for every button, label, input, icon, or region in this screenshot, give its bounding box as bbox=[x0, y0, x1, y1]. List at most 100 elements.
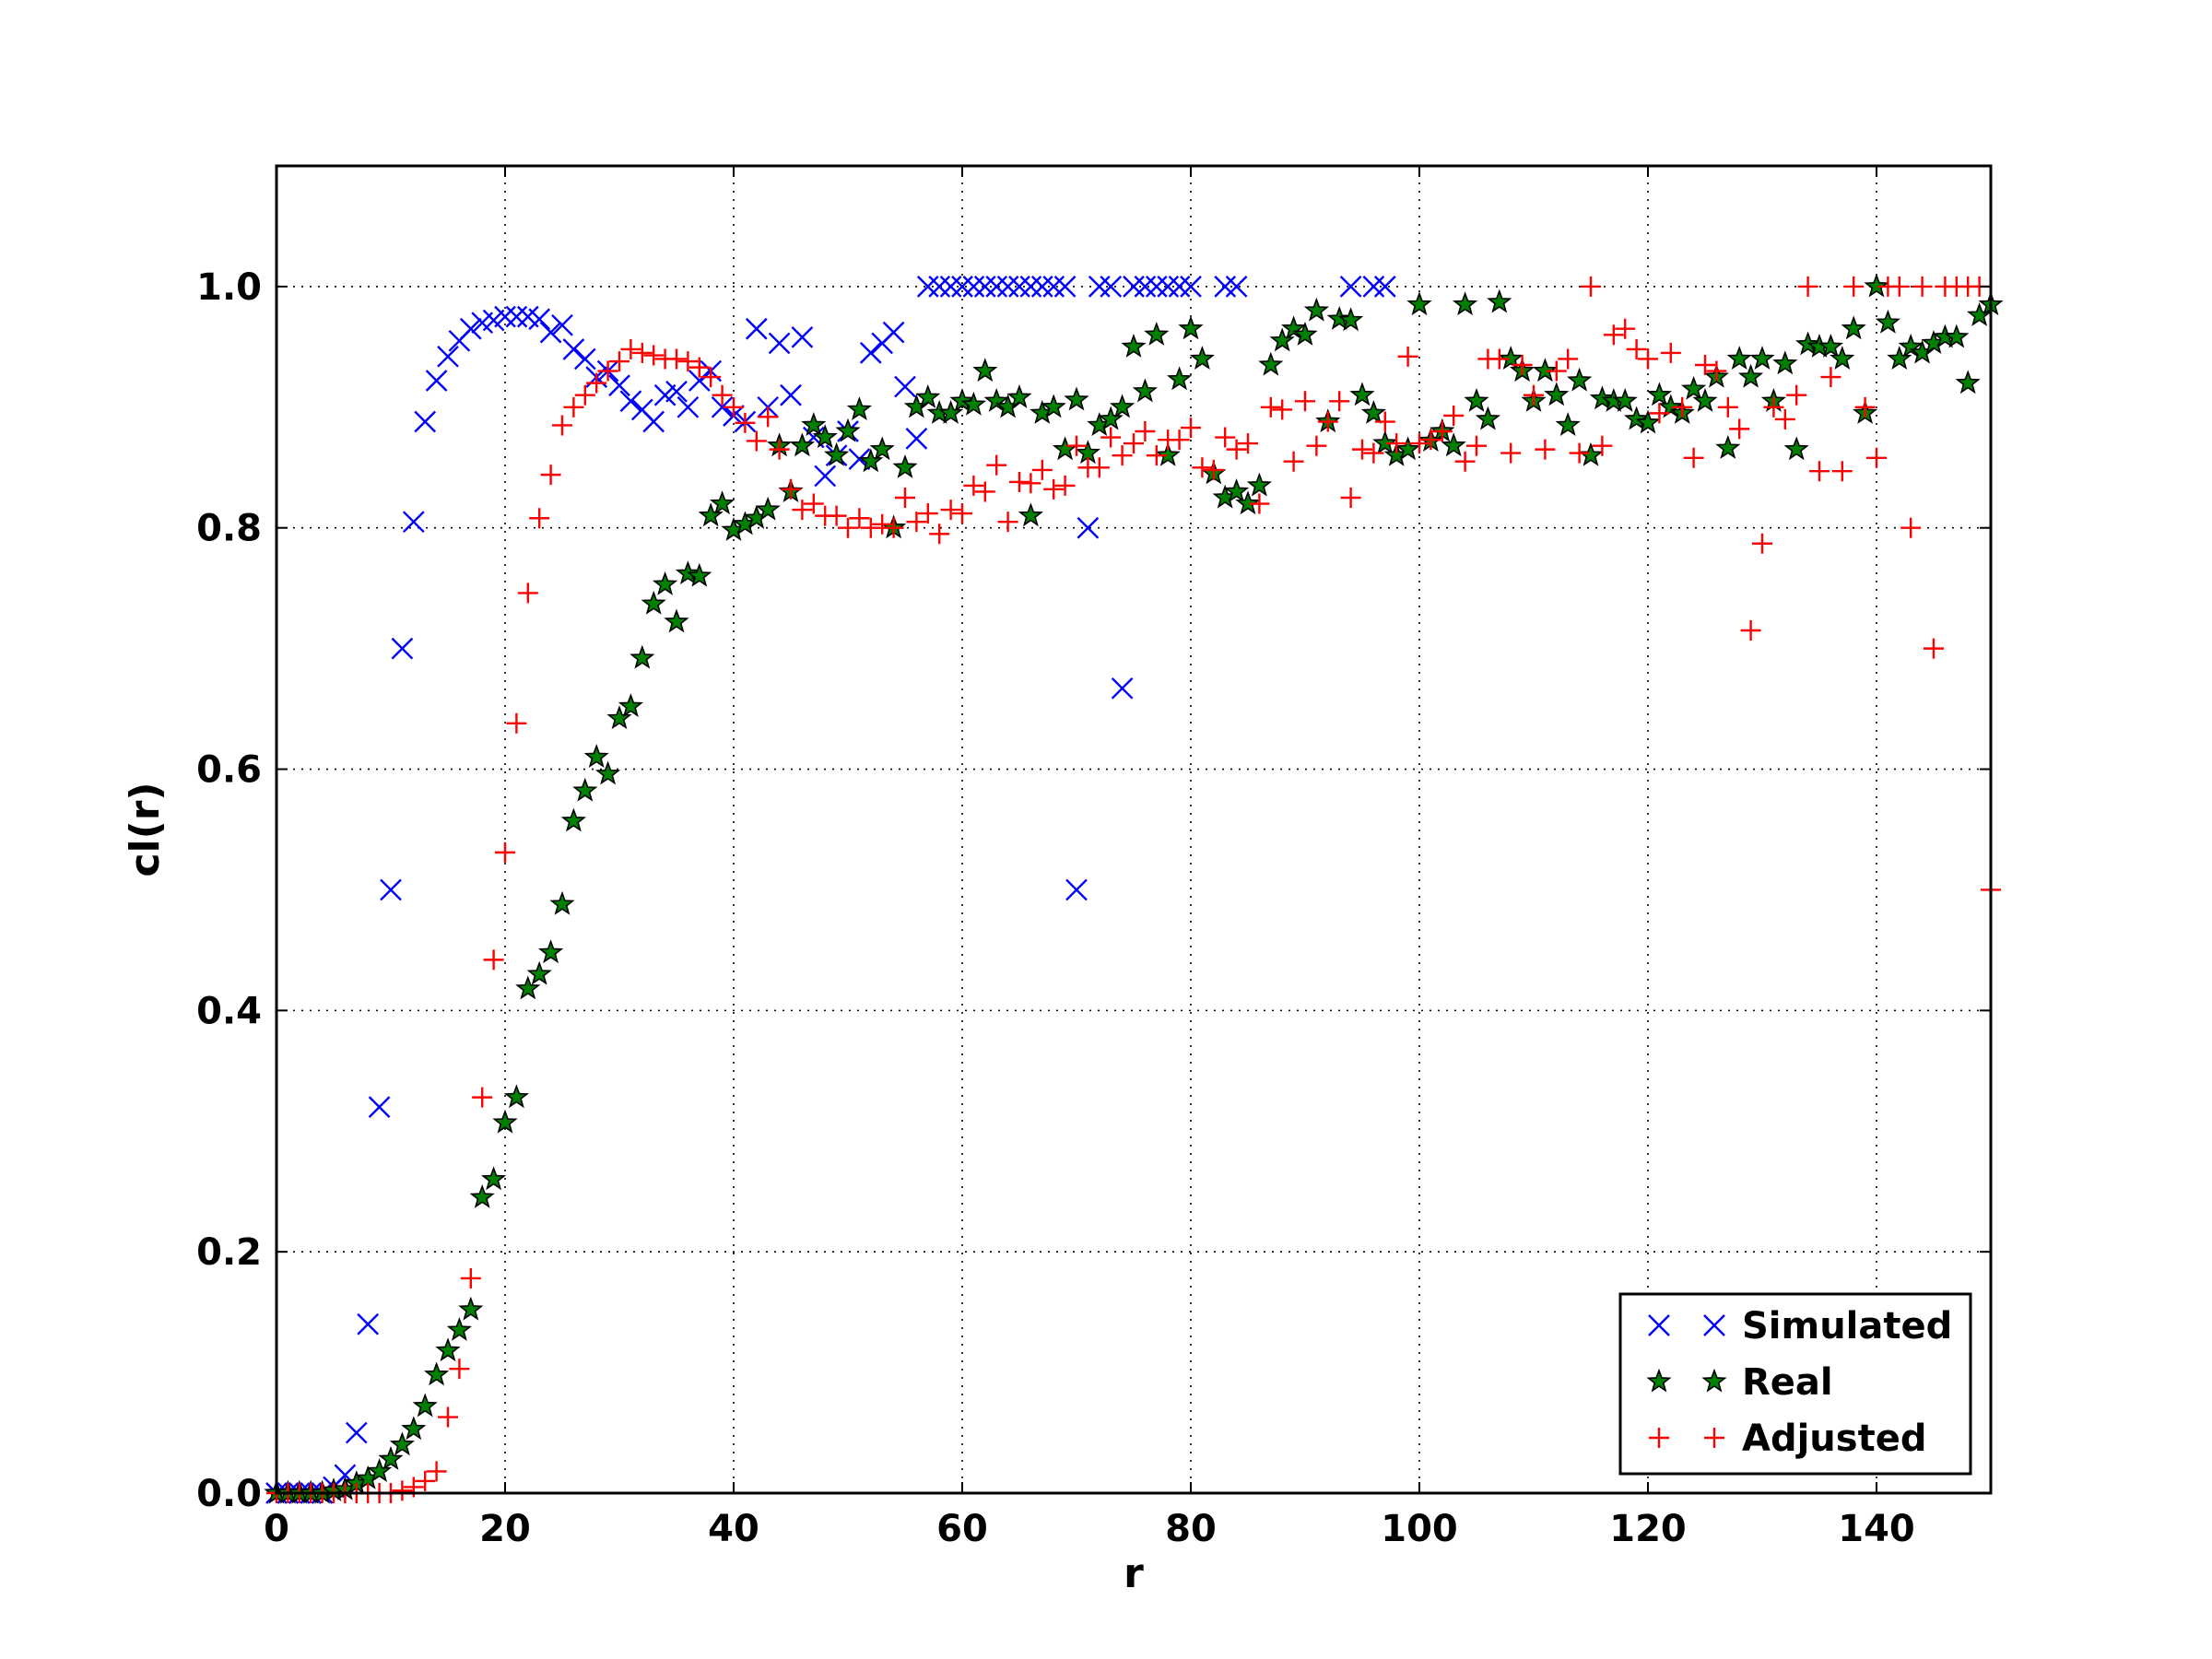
adjusted-point bbox=[1238, 433, 1258, 454]
adjusted-point bbox=[963, 475, 984, 496]
adjusted-point bbox=[940, 500, 961, 521]
adjusted-point bbox=[1352, 439, 1372, 460]
adjusted-point bbox=[563, 396, 584, 418]
real-point bbox=[1098, 406, 1124, 430]
adjusted-point bbox=[997, 512, 1018, 533]
real-point bbox=[835, 418, 861, 442]
adjusted-point bbox=[1443, 405, 1465, 426]
real-point bbox=[1898, 334, 1924, 358]
simulated-point bbox=[1157, 276, 1180, 298]
simulated-point bbox=[459, 317, 482, 340]
y-tick-label: 0.4 bbox=[196, 990, 262, 1032]
real-point bbox=[1532, 358, 1559, 382]
real-point bbox=[401, 1416, 427, 1441]
adjusted-point bbox=[1409, 433, 1430, 454]
simulated-point bbox=[380, 878, 402, 901]
adjusted-point bbox=[1809, 461, 1830, 482]
real-point bbox=[1875, 309, 1901, 334]
adjusted-point bbox=[1283, 451, 1304, 472]
real-point bbox=[892, 453, 918, 478]
real-point bbox=[846, 396, 873, 421]
adjusted-point bbox=[1638, 348, 1658, 370]
real-point bbox=[1269, 327, 1295, 352]
adjusted-point bbox=[1488, 348, 1510, 370]
adjusted-point bbox=[597, 360, 618, 382]
adjusted-point bbox=[724, 396, 744, 418]
x-tick-label: 80 bbox=[1165, 1508, 1217, 1550]
adjusted-point bbox=[826, 505, 847, 526]
real-point bbox=[709, 490, 735, 515]
y-axis-label: cl(r) bbox=[122, 782, 169, 877]
adjusted-point bbox=[666, 348, 687, 370]
real-point bbox=[1144, 321, 1170, 346]
real-point bbox=[1658, 394, 1684, 418]
adjusted-point bbox=[1112, 445, 1133, 466]
real-point bbox=[606, 705, 632, 730]
adjusted-point bbox=[1854, 396, 1876, 418]
real-point bbox=[972, 358, 998, 382]
adjusted-point bbox=[781, 478, 801, 500]
adjusted-point bbox=[1192, 457, 1213, 478]
adjusted-point bbox=[1386, 433, 1407, 454]
real-point bbox=[823, 441, 850, 466]
adjusted-point bbox=[1660, 342, 1681, 363]
adjusted-point bbox=[495, 841, 515, 863]
legend-box bbox=[1618, 1292, 1972, 1476]
real-point bbox=[687, 562, 712, 587]
adjusted-point bbox=[1226, 439, 1247, 460]
real-point bbox=[1166, 366, 1193, 391]
adjusted-point bbox=[1249, 493, 1270, 514]
simulated-point bbox=[882, 321, 905, 344]
simulated-point bbox=[551, 313, 573, 336]
simulated-point bbox=[357, 1312, 380, 1335]
adjusted-point bbox=[700, 367, 722, 388]
simulated-point bbox=[939, 276, 962, 298]
adjusted-point bbox=[1740, 620, 1761, 641]
real-point bbox=[537, 939, 564, 964]
legend-label-adjusted: Adjusted bbox=[1742, 1418, 1926, 1460]
adjusted-point bbox=[917, 503, 938, 524]
x-tick-label: 60 bbox=[936, 1508, 988, 1550]
adjusted-point bbox=[735, 412, 756, 433]
real-point bbox=[1360, 400, 1387, 424]
simulated-point bbox=[791, 326, 814, 348]
simulated-point bbox=[745, 317, 768, 340]
simulated-point bbox=[951, 276, 973, 298]
adjusted-point bbox=[895, 488, 915, 508]
simulated-point bbox=[928, 276, 951, 298]
legend-markers bbox=[1646, 1314, 1727, 1448]
simulated-point bbox=[768, 332, 791, 355]
legend-marker-real bbox=[1701, 1368, 1727, 1393]
adjusted-point bbox=[872, 513, 893, 535]
real-point bbox=[1646, 382, 1673, 406]
simulated-point bbox=[1065, 878, 1088, 901]
real-point bbox=[378, 1446, 404, 1470]
adjusted-point bbox=[449, 1359, 470, 1380]
simulated-point bbox=[1134, 276, 1157, 298]
x-axis-label: r bbox=[1124, 1550, 1144, 1597]
real-point bbox=[1441, 432, 1466, 457]
simulated-point bbox=[973, 276, 996, 298]
adjusted-point bbox=[1843, 276, 1865, 297]
real-point bbox=[1887, 346, 1912, 371]
real-point bbox=[1064, 386, 1089, 411]
simulated-point bbox=[1339, 276, 1362, 298]
real-point bbox=[618, 693, 644, 718]
legend: Simulated Real Adjusted bbox=[1618, 1292, 1972, 1476]
simulated-point bbox=[573, 347, 596, 371]
adjusted-point bbox=[952, 503, 972, 524]
adjusted-point bbox=[906, 512, 927, 533]
adjusted-point bbox=[1306, 435, 1327, 456]
adjusted-point bbox=[1706, 360, 1727, 382]
adjusted-point bbox=[1329, 391, 1350, 412]
real-point bbox=[858, 448, 884, 473]
real-point bbox=[1487, 288, 1512, 313]
real-point bbox=[503, 1084, 530, 1109]
adjusted-point bbox=[586, 372, 607, 394]
simulated-point bbox=[391, 637, 414, 660]
real-point bbox=[801, 412, 827, 437]
adjusted-point bbox=[631, 342, 653, 363]
real-point bbox=[949, 387, 975, 412]
adjusted-point bbox=[1374, 411, 1395, 432]
real-point bbox=[1726, 346, 1752, 371]
